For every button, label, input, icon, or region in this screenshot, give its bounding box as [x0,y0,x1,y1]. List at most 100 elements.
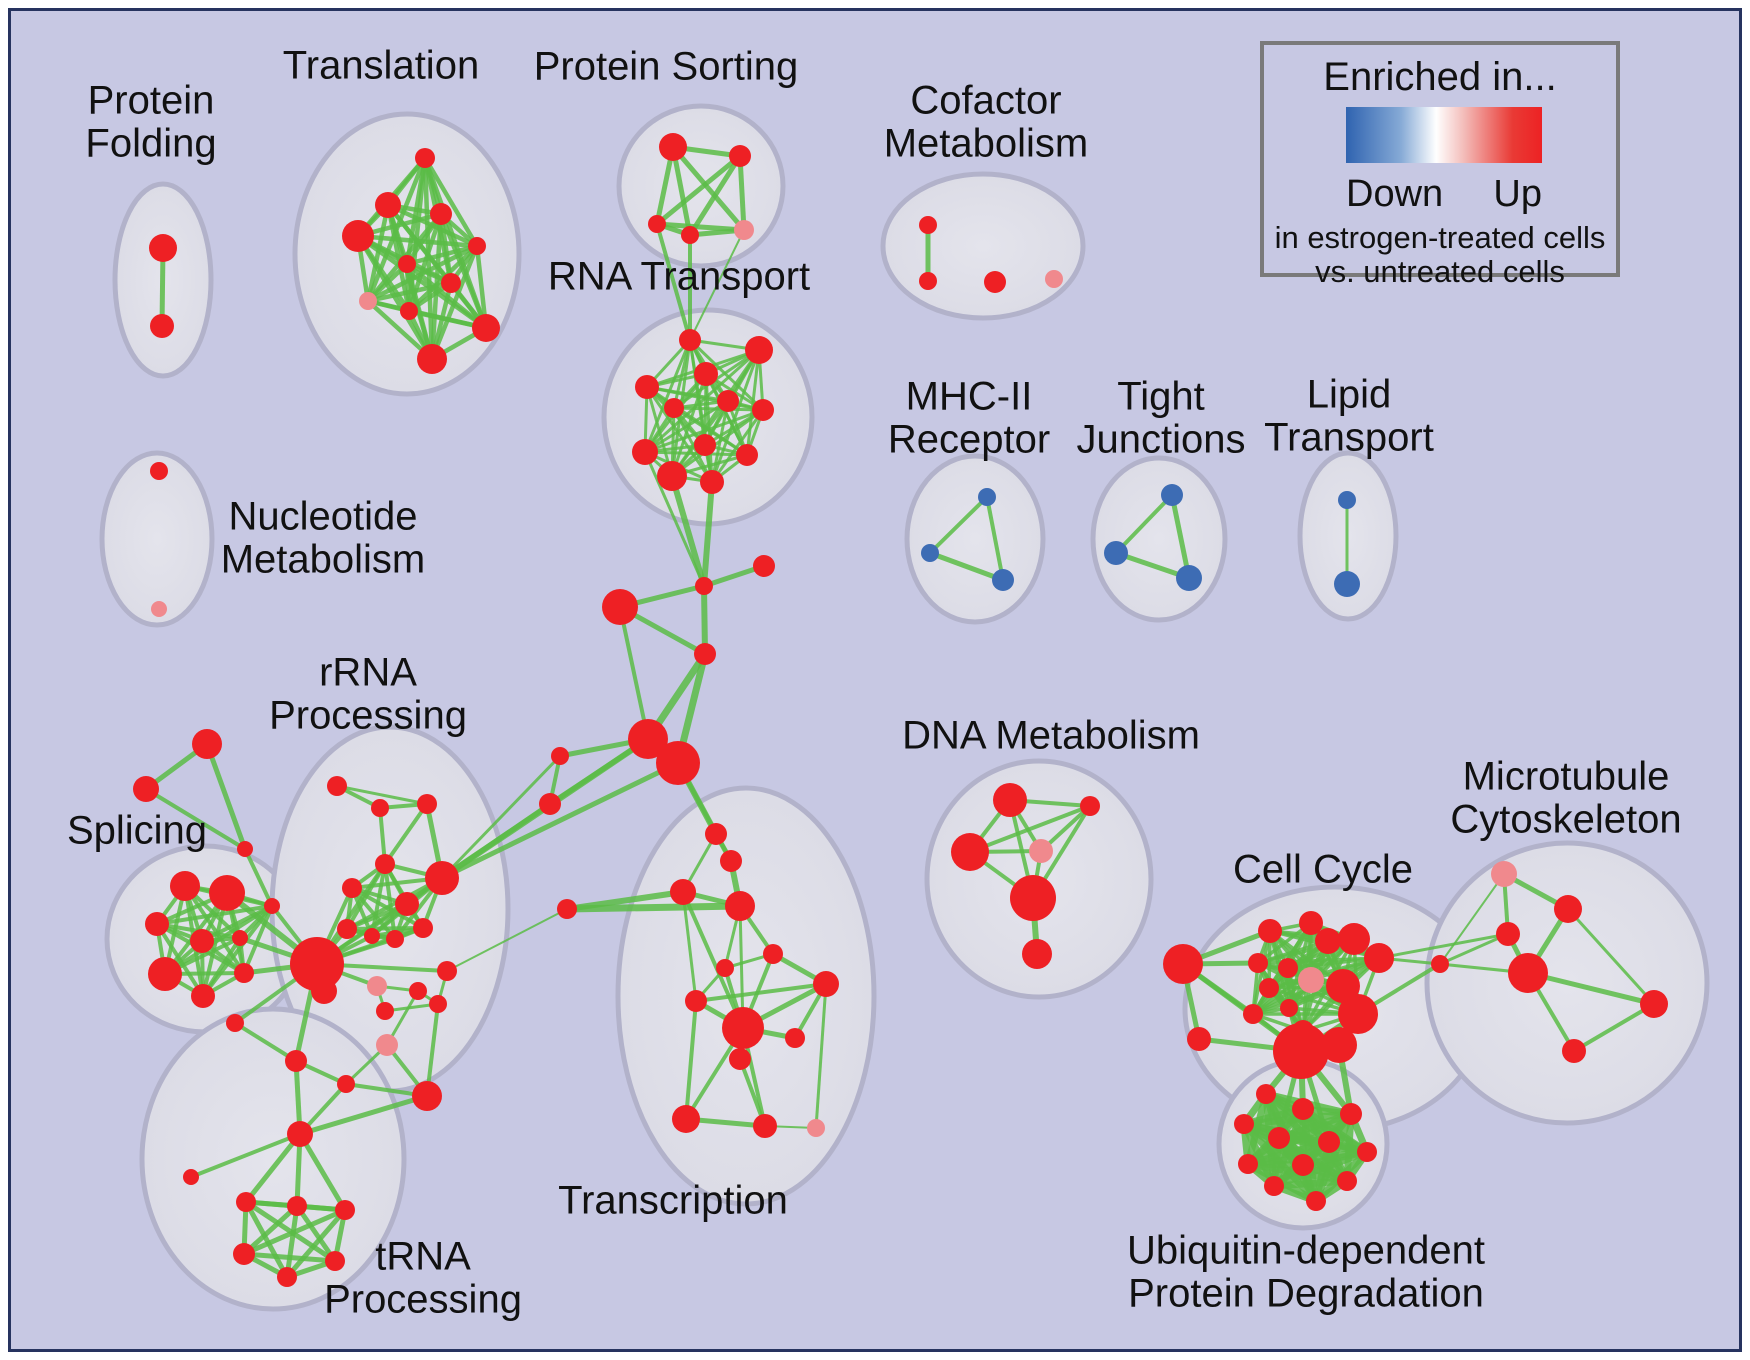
cluster-label-trna-processing: tRNA [375,1235,471,1279]
network-edge [383,802,429,866]
legend: Enriched in... Down Up in estrogen-treat… [1260,41,1620,289]
cluster-label-ubiquitin: Ubiquitin-dependent [1127,1229,1485,1273]
cluster-label-microtubule-cytoskeleton: Cytoskeleton [1450,798,1681,842]
network-edge [928,495,989,555]
network-node-tx14 [807,1119,825,1137]
network-node-ps2 [729,145,751,167]
network-node-sp10 [226,1014,244,1032]
network-edge [1566,907,1656,1006]
cluster-label-splicing: Splicing [67,809,207,853]
network-node-rt12 [700,470,724,494]
network-node-cc10 [1259,978,1279,998]
network-node-rt1 [679,329,701,351]
network-node-cc3 [1315,928,1341,954]
network-node-tr11 [417,344,447,374]
network-node-cf3 [984,271,1006,293]
network-node-ps3 [648,215,666,233]
enrichment-map-figure: Protein Folding Translation Protein Sorting… [8,8,1742,1352]
network-node-rt7 [752,399,774,421]
network-node-mh3 [992,569,1014,591]
network-edge [643,339,692,453]
network-node-cc15 [1187,1027,1211,1051]
network-node-u1 [1256,1084,1276,1104]
network-node-mh1 [978,488,996,506]
cluster-label-rrna-processing: Processing [269,694,467,738]
network-node-st1 [192,729,222,759]
network-edge [1114,493,1174,555]
cluster-label-translation: Translation [283,44,479,88]
network-edge [244,1132,302,1204]
legend-caption: in estrogen-treated cells vs. untreated … [1264,221,1616,289]
network-node-js1 [695,577,713,595]
cluster-ellipse-nucleotide [99,450,215,628]
network-node-mc1 [1491,861,1517,887]
network-node-dm3 [951,833,989,871]
network-node-big1 [602,589,638,625]
cluster-ellipse-mhc-ii [904,453,1046,625]
network-node-hub2 [656,741,700,785]
network-edge [156,904,273,926]
network-node-tr1 [415,148,435,168]
network-edge [737,155,747,231]
network-node-cc8 [1298,967,1324,993]
network-edge [242,905,274,974]
network-edge [1378,932,1509,960]
network-edge [566,902,741,913]
network-edge [423,156,479,248]
network-node-rr7 [395,892,419,916]
network-node-tx11 [729,1048,751,1070]
network-node-tx8 [685,990,707,1012]
network-node-lt2 [1334,571,1360,597]
network-node-cc12 [1243,1004,1263,1024]
network-edge [1527,970,1655,1007]
network-edge [1273,1177,1348,1190]
network-node-mc4 [1508,953,1548,993]
network-edge [695,982,827,1003]
network-node-tr5 [468,237,486,255]
network-node-u4 [1234,1114,1254,1134]
network-node-rr4 [375,854,395,874]
network-edge [673,406,764,412]
cluster-label-protein-folding: Protein [88,79,215,123]
network-node-cf1 [919,216,937,234]
network-edge [929,550,1004,583]
network-node-tx12 [672,1105,700,1133]
network-node-ls1 [551,747,569,765]
network-edge [643,451,706,587]
network-node-pf2 [150,314,174,338]
network-edge [655,223,692,341]
network-node-rt11 [657,461,687,491]
network-edge [710,409,765,483]
network-edge [285,1208,347,1279]
network-node-cf2 [919,272,937,290]
network-node-rr20 [376,1034,398,1056]
legend-down-label: Down [1346,173,1444,215]
network-edge [284,1205,300,1278]
network-node-sp6 [148,957,182,991]
network-node-cc4 [1338,923,1370,955]
network-node-ccB2 [1321,1027,1357,1063]
network-node-sp5 [232,930,248,946]
network-node-u5 [1268,1127,1290,1149]
cluster-label-mhc-ii-receptor: MHC-II [906,375,1033,419]
cluster-label-tight-junctions: Junctions [1077,418,1246,462]
network-node-u12 [1306,1191,1326,1211]
network-edge [969,804,1091,854]
network-edge [299,1093,428,1137]
network-node-jx [557,899,577,919]
network-node-st3 [237,841,253,857]
cluster-ellipse-tight-junctions [1090,455,1228,623]
network-node-cc7 [1278,958,1298,978]
network-node-cc14 [1338,994,1378,1034]
network-node-rrb2 [311,978,337,1004]
network-node-rr2 [371,799,389,817]
network-edge [655,154,742,226]
cluster-label-lipid-transport: Transport [1264,416,1434,460]
network-edge [204,743,248,850]
network-edge [190,1132,301,1179]
cluster-label-rrna-processing: rRNA [319,651,417,695]
network-edge [438,213,489,329]
network-node-u2 [1292,1098,1314,1120]
network-node-ps5 [734,220,754,240]
